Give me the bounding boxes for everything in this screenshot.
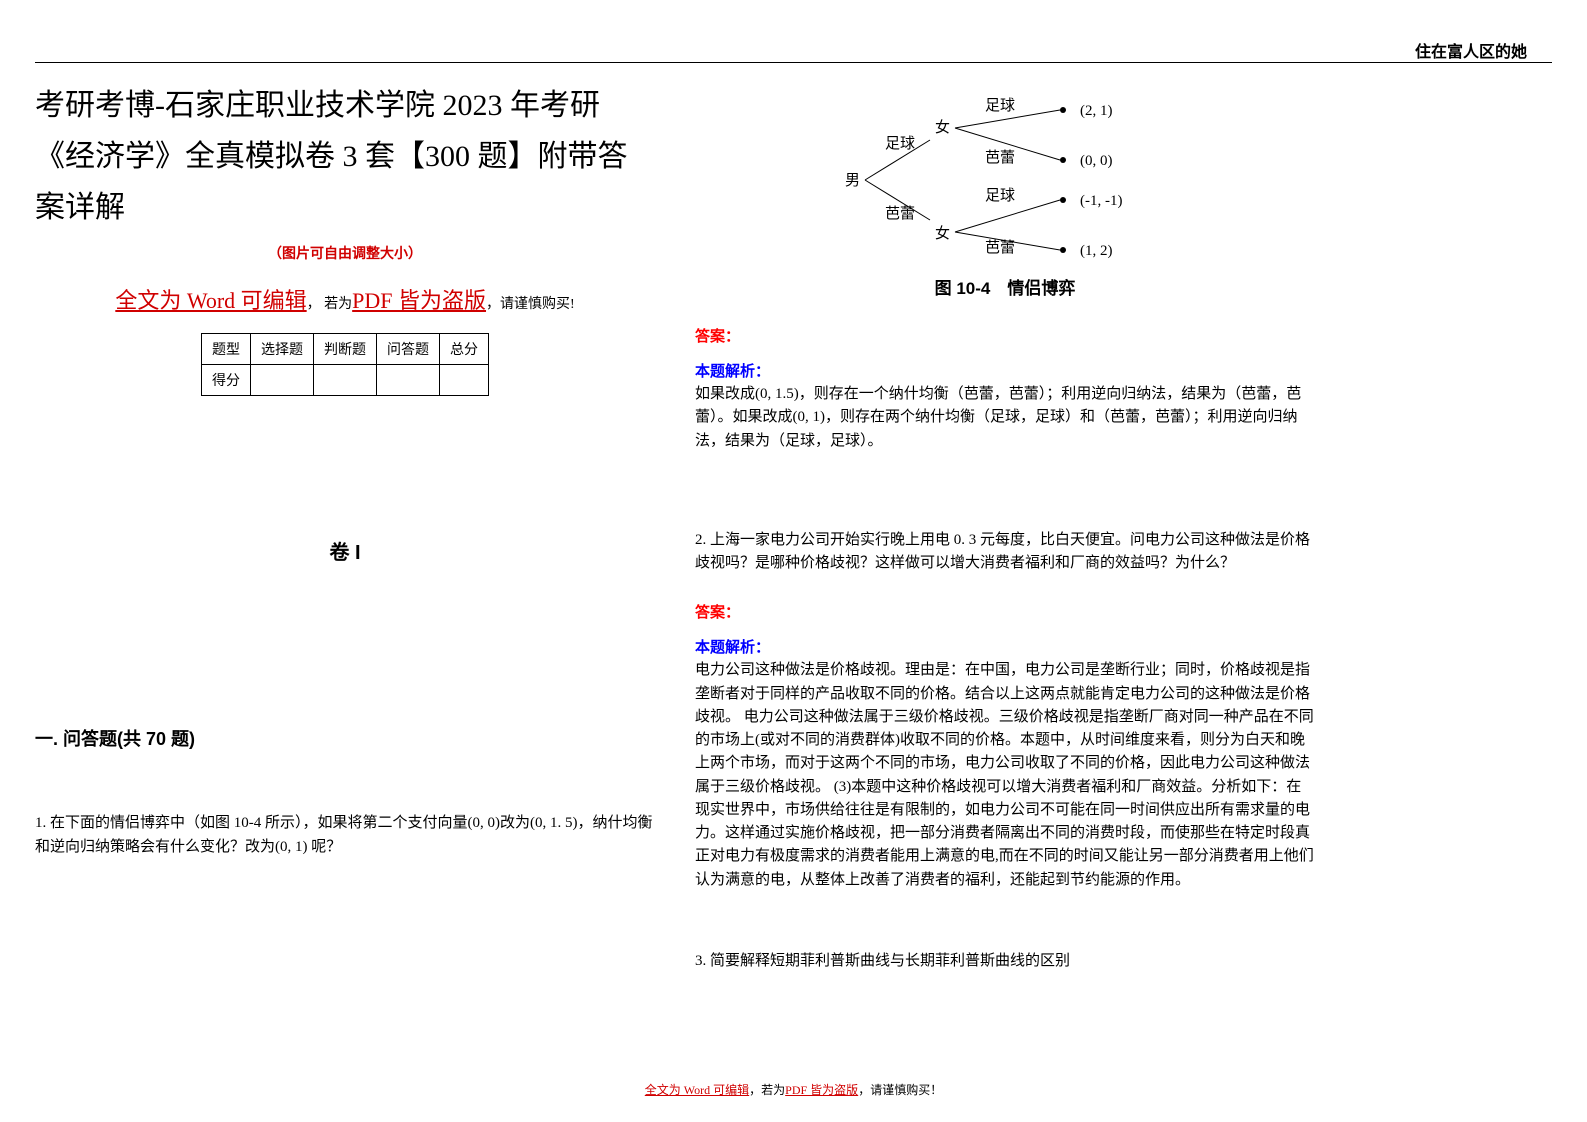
table-empty-cell: [440, 365, 489, 396]
edge-label: 足球: [885, 135, 915, 152]
table-header-cell: 判断题: [314, 334, 377, 365]
edge-label: 足球: [985, 187, 1015, 204]
table-empty-cell: [251, 365, 314, 396]
table-row: 题型 选择题 判断题 问答题 总分: [202, 334, 489, 365]
separator-text: ， 若为: [307, 297, 353, 312]
node-female-top: 女: [935, 118, 950, 136]
node-female-bottom: 女: [935, 224, 950, 242]
table-row-label: 得分: [202, 365, 251, 396]
caution-text: ，请谨慎购买!: [486, 297, 575, 312]
left-column: 考研考博-石家庄职业技术学院 2023 年考研《经济学》全真模拟卷 3 套【30…: [35, 80, 655, 973]
edge-label: 足球: [985, 97, 1015, 114]
payoff: (2, 1): [1080, 103, 1113, 119]
answer-label: 答案：: [695, 325, 1315, 346]
footer-pdf-text: PDF 皆为盗版: [785, 1083, 858, 1097]
edge-label: 芭蕾: [985, 149, 1015, 166]
section-heading: 一. 问答题(共 70 题): [35, 725, 655, 751]
footer-caution: ，请谨慎购买！: [858, 1083, 942, 1097]
footer-warning: 全文为 Word 可编辑，若为PDF 皆为盗版，请谨慎购买！: [0, 1081, 1587, 1098]
header-rule: [35, 62, 1552, 63]
format-warning-line: 全文为 Word 可编辑， 若为PDF 皆为盗版，请谨慎购买!: [35, 283, 655, 315]
two-column-layout: 考研考博-石家庄职业技术学院 2023 年考研《经济学》全真模拟卷 3 套【30…: [35, 80, 1552, 973]
score-table: 题型 选择题 判断题 问答题 总分 得分: [201, 333, 489, 396]
volume-label: 卷 I: [35, 536, 655, 565]
payoff: (0, 0): [1080, 153, 1113, 169]
answer-label: 答案：: [695, 601, 1315, 622]
table-header-cell: 题型: [202, 334, 251, 365]
analysis-label: 本题解析：: [695, 636, 1315, 657]
payoff: (1, 2): [1080, 243, 1113, 259]
question-3-text: 3. 简要解释短期菲利普斯曲线与长期菲利普斯曲线的区别: [695, 950, 1315, 973]
question-1-text: 1. 在下面的情侣博弈中（如图 10-4 所示），如果将第二个支付向量(0, 0…: [35, 811, 655, 859]
right-column: 男 足球 芭蕾 女 足球 芭蕾 (2, 1) (0, 0) 女 足球 芭蕾: [695, 80, 1315, 973]
analysis-label: 本题解析：: [695, 360, 1315, 381]
table-header-cell: 问答题: [377, 334, 440, 365]
game-tree-diagram: 男 足球 芭蕾 女 足球 芭蕾 (2, 1) (0, 0) 女 足球 芭蕾: [845, 90, 1165, 299]
table-header-cell: 选择题: [251, 334, 314, 365]
diagram-caption: 图 10-4 情侣博弈: [845, 274, 1165, 299]
table-header-cell: 总分: [440, 334, 489, 365]
payoff: (-1, -1): [1080, 193, 1122, 209]
analysis-2-body: 电力公司这种做法是价格歧视。理由是：在中国，电力公司是垄断行业；同时，价格歧视是…: [695, 659, 1315, 892]
word-editable-text: 全文为 Word 可编辑: [115, 288, 306, 313]
pdf-pirate-text: PDF 皆为盗版: [352, 288, 486, 313]
node-root: 男: [845, 173, 860, 189]
header-right-text: 住在富人区的她: [1415, 38, 1527, 62]
edge-label: 芭蕾: [985, 239, 1015, 256]
subtitle-note: （图片可自由调整大小）: [35, 243, 655, 263]
table-empty-cell: [377, 365, 440, 396]
edge-label: 芭蕾: [885, 205, 915, 222]
footer-sep: ，若为: [749, 1083, 785, 1097]
question-2-text: 2. 上海一家电力公司开始实行晚上用电 0. 3 元每度，比白天便宜。问电力公司…: [695, 529, 1315, 576]
document-title: 考研考博-石家庄职业技术学院 2023 年考研《经济学》全真模拟卷 3 套【30…: [35, 80, 655, 233]
game-tree-svg: 男 足球 芭蕾 女 足球 芭蕾 (2, 1) (0, 0) 女 足球 芭蕾: [845, 90, 1165, 265]
analysis-1-body: 如果改成(0, 1.5)，则存在一个纳什均衡（芭蕾，芭蕾）；利用逆向归纳法，结果…: [695, 383, 1315, 453]
table-row: 得分: [202, 365, 489, 396]
table-empty-cell: [314, 365, 377, 396]
footer-word-text: 全文为 Word 可编辑: [645, 1083, 749, 1097]
